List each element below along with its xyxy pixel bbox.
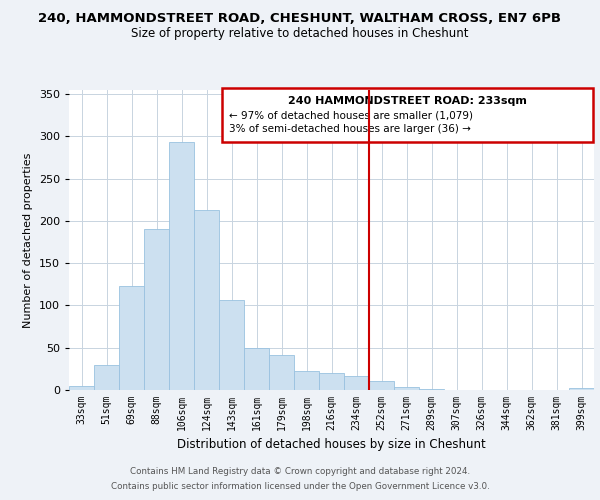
Bar: [94, 366, 119, 390]
Text: ← 97% of detached houses are smaller (1,079): ← 97% of detached houses are smaller (1,…: [229, 110, 473, 120]
Bar: [69, 386, 94, 390]
Bar: [569, 388, 594, 390]
Bar: [294, 370, 319, 390]
Bar: [194, 210, 219, 390]
Bar: [144, 230, 169, 390]
Text: 240 HAMMONDSTREET ROAD: 233sqm: 240 HAMMONDSTREET ROAD: 233sqm: [287, 96, 527, 106]
Bar: [319, 373, 344, 390]
Bar: [419, 389, 444, 390]
Text: Size of property relative to detached houses in Cheshunt: Size of property relative to detached ho…: [131, 28, 469, 40]
X-axis label: Distribution of detached houses by size in Cheshunt: Distribution of detached houses by size …: [177, 438, 486, 452]
Text: Contains public sector information licensed under the Open Government Licence v3: Contains public sector information licen…: [110, 482, 490, 491]
Bar: [269, 354, 294, 390]
Bar: [394, 388, 419, 390]
FancyBboxPatch shape: [221, 88, 593, 142]
Text: Contains HM Land Registry data © Crown copyright and database right 2024.: Contains HM Land Registry data © Crown c…: [130, 467, 470, 476]
Bar: [219, 300, 244, 390]
Text: 240, HAMMONDSTREET ROAD, CHESHUNT, WALTHAM CROSS, EN7 6PB: 240, HAMMONDSTREET ROAD, CHESHUNT, WALTH…: [38, 12, 562, 26]
Bar: [119, 286, 144, 390]
Bar: [369, 380, 394, 390]
Y-axis label: Number of detached properties: Number of detached properties: [23, 152, 33, 328]
Bar: [344, 376, 369, 390]
Text: 3% of semi-detached houses are larger (36) →: 3% of semi-detached houses are larger (3…: [229, 124, 471, 134]
Bar: [169, 142, 194, 390]
Bar: [244, 348, 269, 390]
